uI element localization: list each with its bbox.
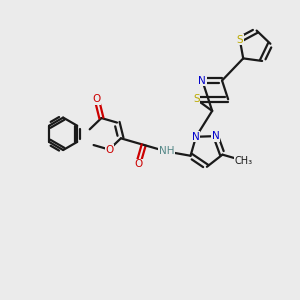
Text: S: S <box>236 34 243 45</box>
Text: S: S <box>193 94 200 104</box>
Text: N: N <box>212 131 220 141</box>
Text: N: N <box>192 132 200 142</box>
Text: O: O <box>93 94 101 104</box>
Text: O: O <box>105 145 113 154</box>
Text: CH₃: CH₃ <box>235 156 253 166</box>
Text: NH: NH <box>159 146 174 157</box>
Text: N: N <box>198 76 206 85</box>
Text: O: O <box>134 159 142 169</box>
